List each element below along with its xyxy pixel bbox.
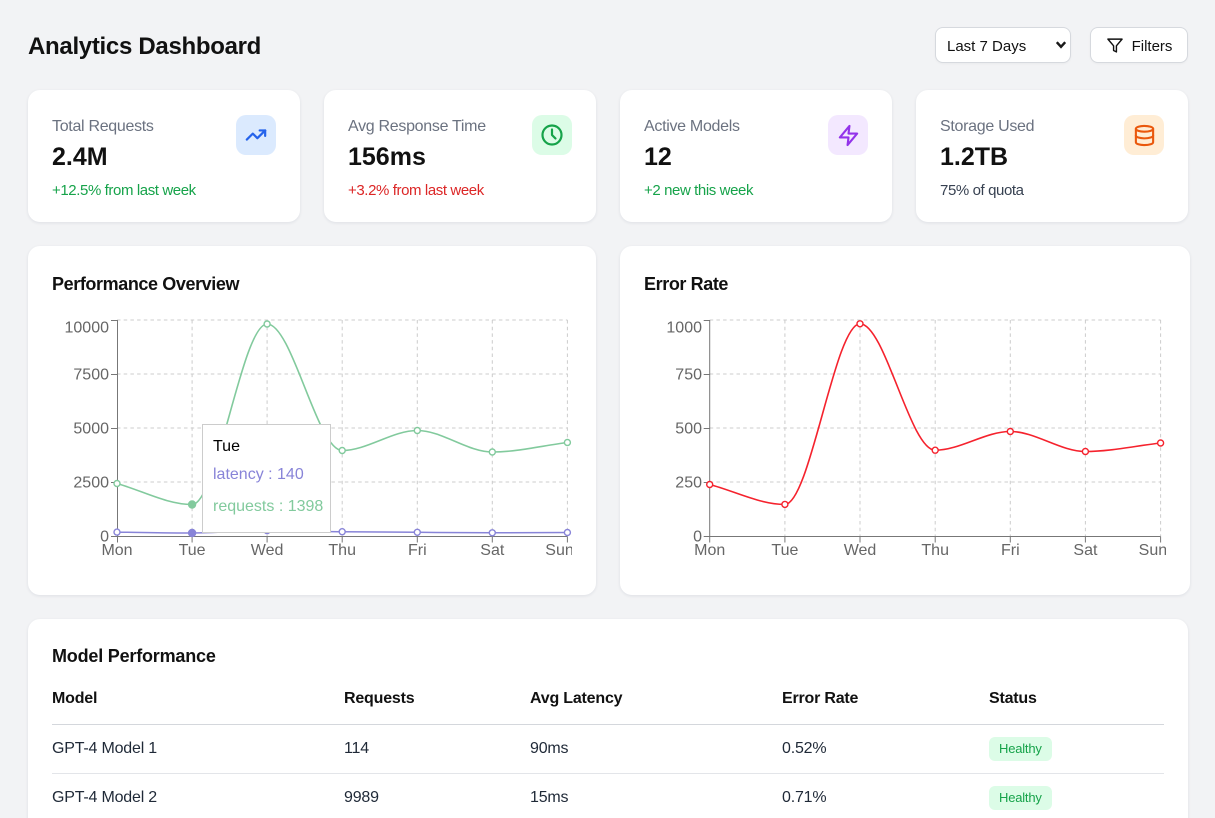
svg-text:Wed: Wed [251, 542, 284, 559]
svg-text:Sat: Sat [480, 542, 505, 559]
svg-text:Wed: Wed [844, 542, 877, 559]
svg-text:0: 0 [693, 529, 702, 546]
svg-text:10000: 10000 [65, 320, 110, 337]
svg-text:Tue: Tue [179, 542, 206, 559]
svg-text:1000: 1000 [666, 320, 702, 337]
svg-text:Mon: Mon [101, 542, 132, 559]
svg-text:0: 0 [100, 529, 109, 546]
svg-text:250: 250 [675, 475, 702, 492]
svg-text:2500: 2500 [73, 475, 109, 492]
svg-text:Thu: Thu [921, 542, 949, 559]
svg-text:500: 500 [675, 421, 702, 438]
svg-text:Sun: Sun [1139, 542, 1166, 559]
svg-text:Mon: Mon [694, 542, 725, 559]
svg-text:Fri: Fri [408, 542, 427, 559]
svg-text:750: 750 [675, 367, 702, 384]
svg-text:Sun: Sun [545, 542, 572, 559]
svg-text:5000: 5000 [73, 421, 109, 438]
svg-text:Tue: Tue [771, 542, 798, 559]
svg-text:Sat: Sat [1073, 542, 1098, 559]
svg-text:7500: 7500 [73, 367, 109, 384]
svg-text:Fri: Fri [1001, 542, 1020, 559]
svg-text:Thu: Thu [328, 542, 356, 559]
